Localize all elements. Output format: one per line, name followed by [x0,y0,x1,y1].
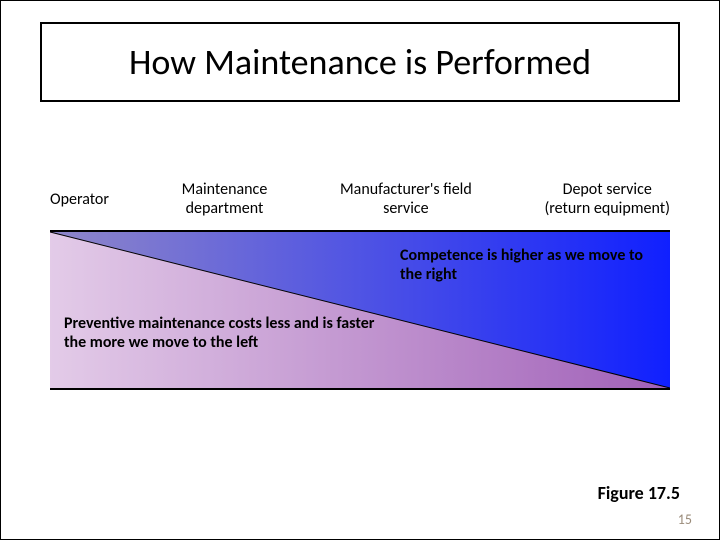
annotation-competence: Competence is higher as we move to the r… [400,246,660,284]
label-text-l1: Depot service [544,180,670,199]
label-maintenance-dept: Maintenance department [182,180,268,218]
label-depot-service: Depot service (return equipment) [544,180,670,218]
figure-label: Figure 17.5 [598,482,680,504]
label-text: Operator [50,190,109,209]
label-manufacturer-field: Manufacturer's field service [340,180,472,218]
label-operator: Operator [50,190,109,209]
category-labels-row: Operator Maintenance department Manufact… [50,180,670,218]
label-text-l2: department [182,199,268,218]
slide-title: How Maintenance is Performed [129,40,591,84]
page-number: 15 [678,511,692,528]
label-text-l1: Maintenance [182,180,268,199]
title-container: How Maintenance is Performed [40,22,680,102]
label-text-l2: (return equipment) [544,199,670,218]
annotation-preventive: Preventive maintenance costs less and is… [64,314,384,352]
label-text-l2: service [340,199,472,218]
label-text-l1: Manufacturer's field [340,180,472,199]
